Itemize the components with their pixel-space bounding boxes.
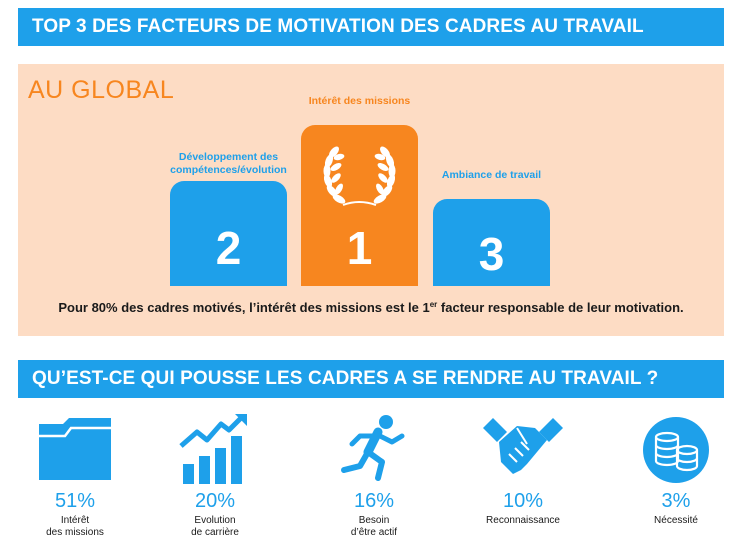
- stat-4-value: 10%: [502, 490, 544, 512]
- stat-3-label: Besoin d’être actif: [304, 515, 444, 539]
- podium-second: 2: [170, 181, 287, 286]
- global-panel: AU GLOBAL Intérêt des missions Développe…: [18, 64, 724, 336]
- stat-5-label: Nécessité: [606, 515, 741, 527]
- stat-2-value: 20%: [194, 490, 236, 512]
- stat-3-value: 16%: [353, 490, 395, 512]
- stat-5-label-line1: Nécessité: [654, 515, 698, 526]
- stat-4-label-line1: Reconnaissance: [486, 515, 560, 526]
- stat-2-label: Evolution de carrière: [145, 515, 285, 539]
- stat-4-label: Reconnaissance: [453, 515, 593, 527]
- stat-2-label-line2: de carrière: [191, 527, 239, 538]
- podium-3-label: Ambiance de travail: [441, 169, 542, 181]
- podium-3-rank: 3: [478, 228, 505, 280]
- reasons-banner: QU’EST-CE QUI POUSSE LES CADRES A SE REN…: [18, 360, 724, 398]
- stat-3-label-line2: d’être actif: [350, 527, 398, 538]
- podium-first: 1: [301, 125, 418, 286]
- stat-2-label-line1: Evolution: [194, 515, 236, 526]
- stat-5-value: 3%: [661, 490, 691, 512]
- podium-third: 3: [433, 199, 550, 286]
- stat-1-label-line1: Intérêt: [60, 515, 90, 526]
- coins-icon: [606, 414, 741, 486]
- stat-3-label-line1: Besoin: [358, 515, 390, 526]
- folder-icon: [5, 414, 145, 486]
- podium-2-rank: 2: [215, 222, 242, 274]
- stat-1-label: Intérêt des missions: [5, 515, 145, 539]
- footnote-text-after: facteur responsable de leur motivation.: [437, 300, 684, 315]
- footnote-superscript: er: [429, 300, 438, 309]
- runner-icon: [304, 414, 444, 486]
- stat-1-label-line2: des missions: [46, 527, 104, 538]
- global-title: AU GLOBAL: [28, 76, 175, 104]
- global-footnote: Pour 80% des cadres motivés, l’intérêt d…: [18, 300, 724, 315]
- podium-1-label: Intérêt des missions: [308, 95, 411, 107]
- handshake-icon: [453, 414, 593, 486]
- podium-1-rank: 1: [346, 222, 373, 274]
- growth-chart-icon: [145, 414, 285, 486]
- stat-1-value: 51%: [54, 490, 96, 512]
- footnote-text-before: Pour 80% des cadres motivés, l’intérêt d…: [58, 300, 430, 315]
- podium-2-label: Développement des compétences/évolution: [170, 151, 287, 176]
- laurel-wreath-icon: [319, 141, 400, 211]
- top3-banner: TOP 3 DES FACTEURS DE MOTIVATION DES CAD…: [18, 8, 724, 46]
